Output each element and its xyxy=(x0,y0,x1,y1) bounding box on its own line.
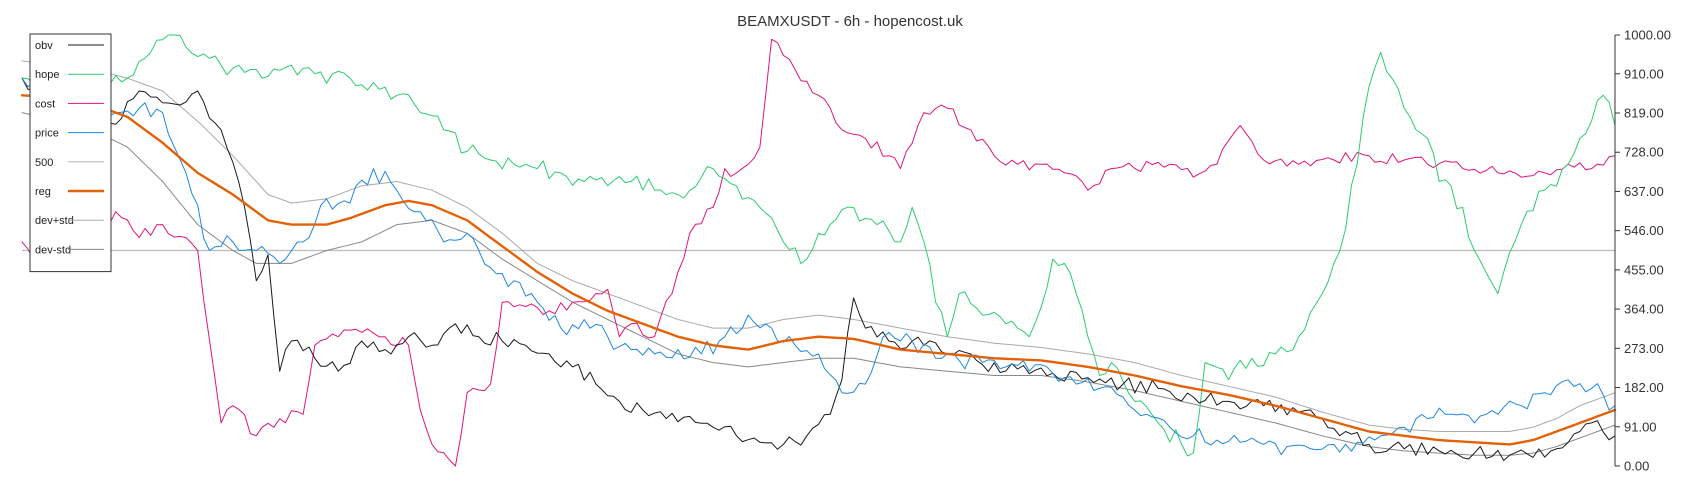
y-tick-label: 182.00 xyxy=(1624,380,1664,395)
legend-label-dev-std: dev-std xyxy=(35,244,71,256)
legend-label-reg: reg xyxy=(35,186,51,198)
plot-area xyxy=(20,34,1617,467)
y-axis: 0.00 91.00 182.00 273.00 364.00 455.00 546.00 6… xyxy=(1614,28,1671,474)
legend-label-obv: obv xyxy=(35,40,53,52)
y-tick-label: 455.00 xyxy=(1624,262,1664,277)
y-tick-label: 364.00 xyxy=(1624,302,1664,317)
series-line-cost xyxy=(21,38,1616,467)
series-line-price xyxy=(21,77,1616,456)
y-tick-label: 1000.00 xyxy=(1624,28,1671,43)
y-tick-label: 819.00 xyxy=(1624,106,1664,121)
y-tick-label: 637.00 xyxy=(1624,184,1664,199)
y-tick-label: 0.00 xyxy=(1624,459,1649,474)
legend-label-dev-std: dev+std xyxy=(35,215,74,227)
series-line-obv xyxy=(21,77,1616,461)
legend: obv hope cost price 500 reg dev+std dev-std xyxy=(29,33,112,273)
y-tick-label: 546.00 xyxy=(1624,223,1664,238)
y-tick-label: 273.00 xyxy=(1624,341,1664,356)
y-tick-label: 728.00 xyxy=(1624,145,1664,160)
y-tick-label: 910.00 xyxy=(1624,66,1664,81)
legend-label-cost: cost xyxy=(35,98,55,110)
legend-label-hope: hope xyxy=(35,69,59,81)
series-line-reg xyxy=(20,94,1617,446)
legend-label-500: 500 xyxy=(35,157,53,169)
series-line-hope xyxy=(21,34,1616,457)
series-line-dev-std xyxy=(21,60,1616,432)
y-tick-label: 91.00 xyxy=(1624,419,1657,434)
legend-box xyxy=(29,33,112,273)
series-line-dev-std xyxy=(21,112,1616,456)
legend-label-price: price xyxy=(35,128,59,140)
chart-title: BEAMXUSDT - 6h - hopencost.uk xyxy=(737,13,963,30)
